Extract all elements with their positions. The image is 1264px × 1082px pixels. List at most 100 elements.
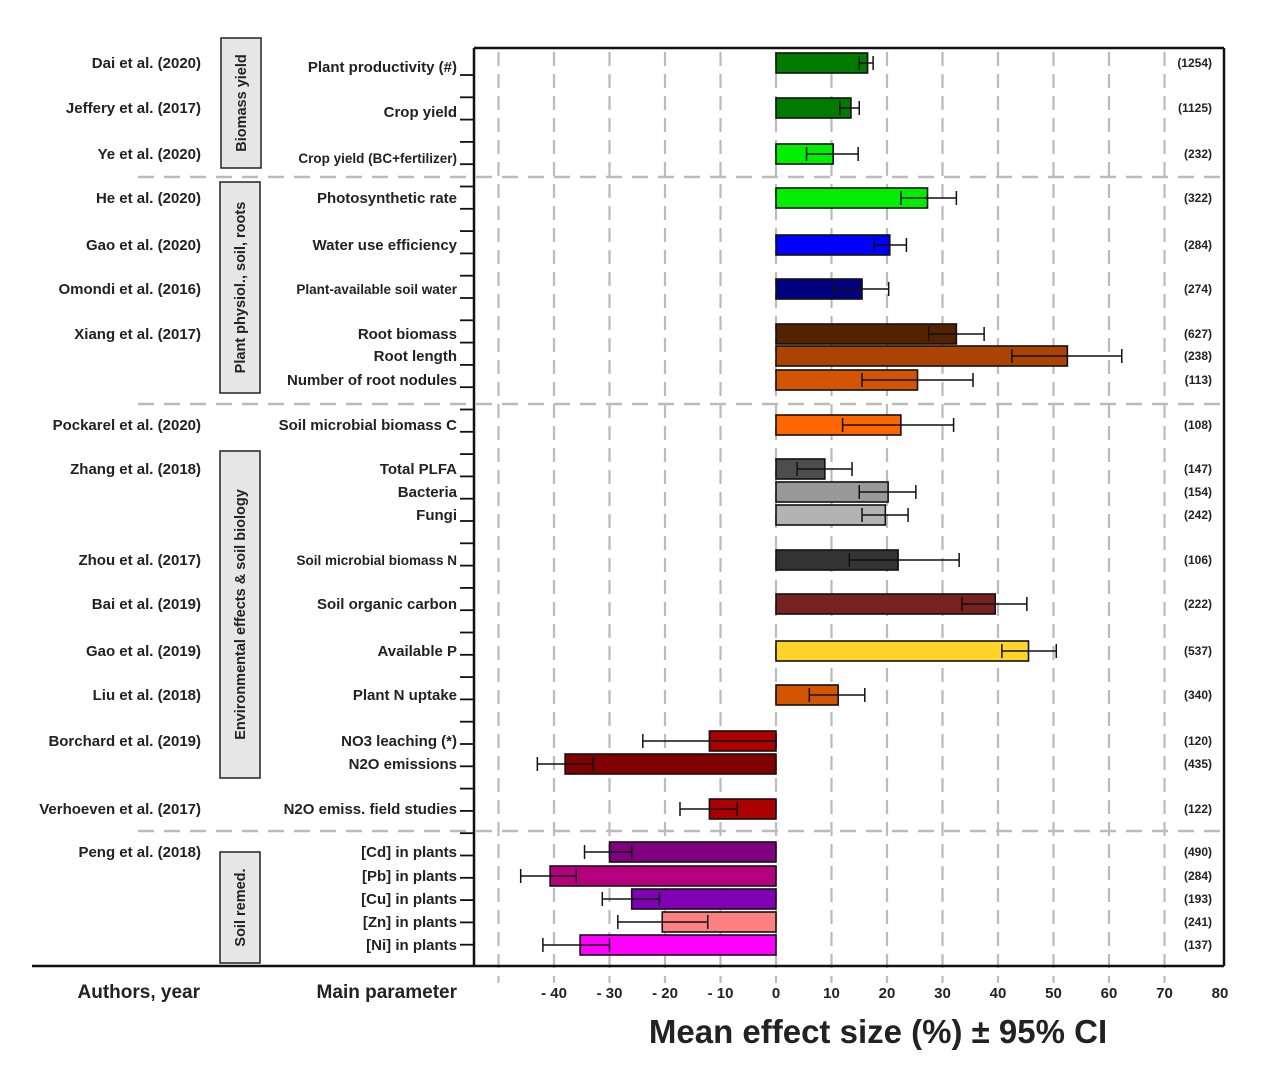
parameter-label: Plant N uptake — [353, 687, 457, 704]
sample-size-label: (122) — [1184, 802, 1212, 816]
category-label: Soil remed. — [233, 868, 249, 946]
x-tick-label: 40 — [990, 985, 1007, 1002]
author-label: Ye et al. (2020) — [98, 146, 201, 163]
parameter-label: [Ni] in plants — [366, 937, 457, 954]
category-box-frame — [219, 851, 261, 964]
x-tick-label: 70 — [1156, 985, 1173, 1002]
parameter-label: Photosynthetic rate — [317, 190, 457, 207]
bar — [775, 234, 891, 256]
author-label: Jeffery et al. (2017) — [66, 100, 201, 117]
sample-size-label: (137) — [1184, 938, 1212, 952]
category-box-frame — [220, 37, 262, 169]
plot-frame — [32, 46, 1226, 968]
author-label: Pockarel et al. (2020) — [53, 417, 201, 434]
parameter-label: Crop yield (BC+fertilizer) — [298, 151, 457, 166]
sample-size-label: (435) — [1184, 757, 1212, 771]
category-label: Plant physiol., soil, roots — [233, 202, 249, 374]
category-box: Plant physiol., soil, roots — [219, 181, 261, 394]
author-label: Dai et al. (2020) — [92, 55, 201, 72]
x-tick-label: 60 — [1101, 985, 1118, 1002]
category-box-frame — [219, 181, 261, 394]
x-tick-label: - 40 — [541, 985, 567, 1002]
sample-size-label: (1125) — [1178, 101, 1212, 115]
sample-size-label: (238) — [1184, 349, 1212, 363]
author-label: Liu et al. (2018) — [93, 687, 201, 704]
x-tick-label: 20 — [879, 985, 896, 1002]
sample-size-label: (340) — [1184, 688, 1212, 702]
x-tick-label: 50 — [1045, 985, 1062, 1002]
sample-size-label: (284) — [1184, 869, 1212, 883]
parameter-label: N2O emissions — [349, 756, 457, 773]
sample-size-label: (120) — [1184, 734, 1212, 748]
sample-size-label: (193) — [1184, 892, 1212, 906]
parameter-label: Fungi — [416, 507, 457, 524]
author-label: Zhang et al. (2018) — [70, 461, 201, 478]
author-label: Borchard et al. (2019) — [48, 733, 201, 750]
parameter-label: Soil organic carbon — [317, 596, 457, 613]
sample-size-label: (322) — [1184, 191, 1212, 205]
bar — [775, 640, 1030, 662]
parameter-label: N2O emiss. field studies — [284, 801, 457, 818]
x-tick-label: - 10 — [708, 985, 734, 1002]
sample-size-label: (1254) — [1177, 56, 1212, 70]
category-boxes: Biomass yield Plant physiol., soil, roots… — [219, 37, 262, 964]
sample-size-label: (232) — [1184, 147, 1212, 161]
author-label: Verhoeven et al. (2017) — [39, 801, 201, 818]
parameter-column-header: Main parameter — [317, 982, 458, 1003]
category-label: Biomass yield — [234, 54, 250, 152]
parameter-label: Crop yield — [384, 104, 457, 121]
author-label: Zhou et al. (2017) — [78, 552, 201, 569]
bar — [608, 841, 777, 863]
sample-size-label: (113) — [1185, 373, 1212, 387]
bar — [549, 865, 777, 887]
sample-size-label: (154) — [1184, 485, 1212, 499]
parameter-label: [Cu] in plants — [361, 891, 457, 908]
sample-size-label: (108) — [1184, 418, 1212, 432]
parameter-label: Bacteria — [398, 484, 458, 501]
x-tick-label: 80 — [1212, 985, 1229, 1002]
x-tick-label: - 20 — [652, 985, 678, 1002]
row-labels: Plant productivity (#) Dai et al. (2020) C… — [39, 55, 457, 954]
category-box: Soil remed. — [219, 851, 261, 964]
x-tick-label: 10 — [823, 985, 840, 1002]
sample-size-label: (274) — [1184, 282, 1212, 296]
parameter-label: Soil microbial biomass C — [279, 417, 458, 434]
x-tick-label: 30 — [934, 985, 951, 1002]
bars: (1254) (1125) (232) (322) (284) (274) (627) (23… — [519, 52, 1212, 956]
author-label: Peng et al. (2018) — [78, 844, 201, 861]
author-label: Gao et al. (2020) — [86, 237, 201, 254]
x-tick-label: 0 — [772, 985, 780, 1002]
parameter-label: Plant productivity (#) — [308, 59, 457, 76]
parameter-label: Available P — [378, 643, 457, 660]
parameter-label: [Cd] in plants — [361, 844, 457, 861]
sample-size-label: (284) — [1184, 238, 1212, 252]
parameter-label: Number of root nodules — [287, 372, 457, 389]
author-label: Xiang et al. (2017) — [74, 326, 201, 343]
x-axis: - 40 - 30 - 20 - 10 0 10 20 30 40 50 60 70 80 — [497, 978, 1229, 1002]
author-label: Gao et al. (2019) — [86, 643, 201, 660]
x-axis-title: Mean effect size (%) ± 95% CI — [649, 1013, 1107, 1050]
sample-size-label: (627) — [1184, 327, 1212, 341]
authors-column-header: Authors, year — [78, 982, 201, 1003]
sample-size-label: (490) — [1184, 845, 1212, 859]
parameter-label: Root biomass — [358, 326, 457, 343]
parameter-label: Water use efficiency — [313, 237, 458, 254]
parameter-label: Soil microbial biomass N — [296, 553, 457, 568]
bar — [775, 52, 869, 74]
author-label: Omondi et al. (2016) — [58, 281, 201, 298]
category-box: Environmental effects & soil biology — [219, 450, 261, 779]
group-dividers — [138, 175, 1224, 833]
parameter-label: NO3 leaching (*) — [341, 733, 457, 750]
x-tick-label: - 30 — [597, 985, 623, 1002]
parameter-label: [Pb] in plants — [362, 868, 457, 885]
sample-size-label: (147) — [1184, 462, 1212, 476]
category-box-frame — [219, 450, 261, 779]
category-box: Biomass yield — [220, 37, 262, 169]
parameter-label: Total PLFA — [380, 461, 457, 478]
author-label: He et al. (2020) — [96, 190, 201, 207]
category-label: Environmental effects & soil biology — [233, 489, 249, 740]
parameter-label: [Zn] in plants — [363, 914, 457, 931]
parameter-label: Root length — [374, 348, 457, 365]
sample-size-label: (242) — [1184, 508, 1212, 522]
